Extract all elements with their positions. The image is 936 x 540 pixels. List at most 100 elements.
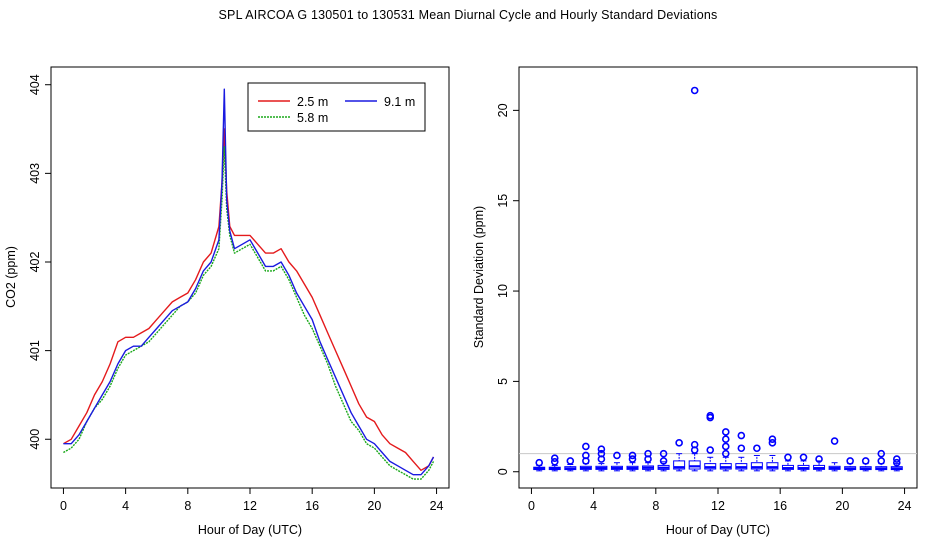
- box-iqr: [766, 462, 779, 470]
- boxplot-hour-3-5: [579, 442, 592, 472]
- box-iqr: [673, 460, 686, 470]
- outlier-point: [737, 431, 746, 440]
- left-x-tick-label-12: 12: [243, 499, 257, 513]
- co2-diurnal-panel: 0 4 8 12 16 20 24 400 401 402 403 404 Hour of Day …: [4, 66, 450, 537]
- boxplot-hour-18-5: [813, 455, 826, 472]
- outlier-point: [877, 457, 886, 465]
- right-x-tick-label-16: 16: [773, 499, 787, 513]
- outlier-point: [550, 458, 559, 466]
- series-line-9-1-m: [63, 88, 435, 476]
- legend-label-9-1m: 9.1 m: [384, 95, 415, 109]
- outlier-point: [721, 442, 730, 451]
- right-y-tick-label-15: 15: [496, 194, 510, 208]
- boxplot-hour-12-5: [719, 428, 732, 472]
- outlier-point: [892, 455, 901, 463]
- boxplot-hour-9-5: [673, 439, 686, 472]
- right-y-tick-label-5: 5: [496, 378, 510, 385]
- boxplot-hour-8-5: [657, 449, 670, 472]
- outlier-point: [830, 437, 839, 445]
- right-x-axis: 0 4 8 12 16 20 24: [528, 488, 912, 513]
- legend-label-5-8m: 5.8 m: [297, 111, 328, 125]
- left-y-tick-label-402: 402: [28, 252, 42, 273]
- page-title: SPL AIRCOA G 130501 to 130531 Mean Diurn…: [218, 8, 718, 22]
- outlier-point: [815, 455, 823, 463]
- right-x-tick-label-8: 8: [652, 499, 659, 513]
- right-x-tick-label-20: 20: [835, 499, 849, 513]
- boxplot-hour-23-5: [890, 455, 903, 472]
- left-y-axis-title: CO2 (ppm): [4, 246, 18, 308]
- outlier-point: [721, 449, 730, 458]
- left-x-tick-label-8: 8: [184, 499, 191, 513]
- right-y-tick-label-10: 10: [496, 284, 510, 298]
- boxplot-hour-6-5: [626, 451, 639, 472]
- outlier-point: [597, 449, 606, 458]
- outlier-point: [846, 457, 854, 465]
- outlier-point: [799, 453, 808, 462]
- left-y-axis: 400 401 402 403 404: [28, 74, 51, 450]
- outlier-point: [706, 411, 715, 420]
- left-x-tick-label-24: 24: [430, 499, 444, 513]
- left-y-tick-label-401: 401: [28, 340, 42, 361]
- outlier-point: [753, 444, 761, 453]
- left-y-tick-label-403: 403: [28, 163, 42, 184]
- left-x-tick-label-20: 20: [367, 499, 381, 513]
- outlier-point: [706, 446, 715, 454]
- outlier-point: [628, 451, 637, 460]
- legend-label-2-5m: 2.5 m: [297, 95, 328, 109]
- outlier-point: [582, 451, 590, 460]
- outlier-point: [690, 86, 699, 95]
- right-x-tick-label-12: 12: [711, 499, 725, 513]
- boxplot-hour-20-5: [844, 457, 857, 472]
- right-x-axis-title: Hour of Day (UTC): [666, 523, 770, 537]
- box-iqr: [750, 462, 763, 470]
- right-y-tick-label-20: 20: [496, 103, 510, 117]
- series-line-5-8-m: [63, 146, 435, 480]
- outlier-point: [721, 435, 730, 444]
- std-dev-panel: 0 4 8 12 16 20 24 0 5 10 15 20 Hour of Day (UTC) S…: [472, 66, 918, 537]
- boxplot-hour-16-5: [781, 453, 794, 472]
- right-y-tick-label-0: 0: [496, 468, 510, 475]
- right-x-tick-label-0: 0: [528, 499, 535, 513]
- right-x-tick-label-24: 24: [898, 499, 912, 513]
- outlier-point: [675, 439, 683, 447]
- left-x-tick-label-0: 0: [60, 499, 67, 513]
- right-x-tick-label-4: 4: [590, 499, 597, 513]
- outlier-point: [644, 449, 652, 458]
- outlier-point: [877, 449, 886, 458]
- outlier-point: [784, 453, 792, 462]
- boxplot-hour-17-5: [797, 453, 810, 472]
- left-x-tick-label-16: 16: [305, 499, 319, 513]
- series-line-2-5-m: [63, 128, 435, 471]
- outlier-point: [737, 444, 746, 453]
- outlier-point: [597, 445, 606, 453]
- left-x-tick-label-4: 4: [122, 499, 129, 513]
- left-y-tick-label-404: 404: [28, 74, 42, 95]
- left-x-axis-title: Hour of Day (UTC): [198, 523, 302, 537]
- outlier-point: [628, 455, 637, 463]
- boxplot-hour-10-5: [688, 86, 701, 472]
- outlier-point: [721, 428, 730, 436]
- boxplot-hour-15-5: [766, 435, 779, 472]
- boxplot-hour-21-5: [859, 457, 872, 472]
- right-y-axis: 0 5 10 15 20: [496, 103, 519, 475]
- outlier-point: [613, 451, 621, 460]
- outlier-point: [892, 458, 901, 467]
- boxplot-hour-22-5: [875, 449, 888, 472]
- legend-box: [247, 82, 426, 132]
- outlier-point: [861, 457, 870, 465]
- right-y-axis-title: Standard Deviation (ppm): [472, 206, 486, 348]
- box-iqr: [688, 460, 701, 470]
- boxplot-hour-2-5: [564, 457, 577, 472]
- boxplot-group: [533, 86, 903, 472]
- boxplot-hour-7-5: [642, 449, 655, 472]
- outlier-point: [535, 458, 544, 467]
- outlier-point: [566, 457, 575, 465]
- boxplot-hour-14-5: [750, 444, 763, 472]
- left-series-group: [63, 88, 435, 480]
- boxplot-hour-13-5: [735, 431, 748, 472]
- outlier-point: [550, 454, 559, 462]
- outlier-point: [582, 442, 590, 451]
- boxplot-hour-4-5: [595, 445, 608, 472]
- outlier-point: [768, 439, 777, 447]
